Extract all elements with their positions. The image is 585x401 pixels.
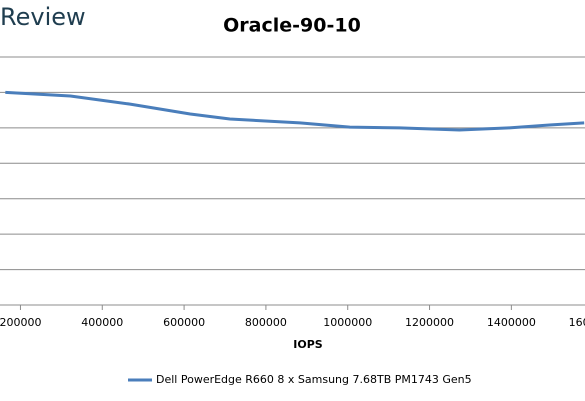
data-line xyxy=(5,90,585,132)
legend-label: Dell PowerEdge R660 8 x Samsung 7.68TB P… xyxy=(156,373,472,386)
x-tick-label: 600000 xyxy=(163,316,205,329)
logo: Review xyxy=(0,3,86,31)
x-axis-label: IOPS xyxy=(293,338,323,351)
x-tick-label: 400000 xyxy=(81,316,123,329)
x-tick-label: 1000000 xyxy=(323,316,372,329)
x-tick-label: 1400000 xyxy=(487,316,536,329)
x-tick-label: 1200000 xyxy=(405,316,454,329)
x-tick-label: 1600000 xyxy=(569,316,585,329)
chart-title: Oracle-90-10 xyxy=(223,15,361,37)
x-tick-label: 800000 xyxy=(245,316,287,329)
x-tick-label: 200000 xyxy=(0,316,41,329)
